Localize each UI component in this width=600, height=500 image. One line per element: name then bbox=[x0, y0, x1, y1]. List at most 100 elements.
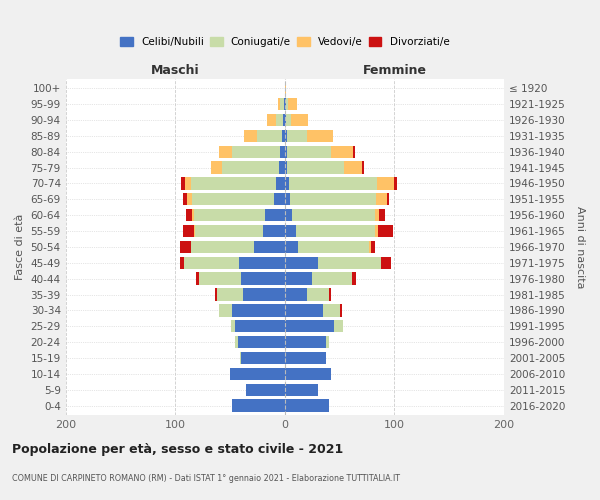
Bar bbox=[381, 256, 391, 269]
Bar bbox=[285, 114, 286, 126]
Bar bbox=[238, 336, 285, 348]
Text: Femmine: Femmine bbox=[362, 64, 427, 77]
Bar bbox=[243, 288, 285, 300]
Bar bbox=[284, 98, 285, 110]
Bar bbox=[374, 225, 378, 237]
Bar bbox=[257, 130, 281, 142]
Bar bbox=[340, 304, 342, 316]
Y-axis label: Fasce di età: Fasce di età bbox=[15, 214, 25, 280]
Bar bbox=[191, 177, 276, 190]
Bar bbox=[179, 240, 191, 253]
Bar bbox=[287, 130, 307, 142]
Bar bbox=[374, 209, 379, 222]
Bar bbox=[263, 225, 285, 237]
Text: Popolazione per età, sesso e stato civile - 2021: Popolazione per età, sesso e stato civil… bbox=[12, 442, 343, 456]
Bar bbox=[387, 193, 389, 205]
Bar bbox=[394, 177, 397, 190]
Bar bbox=[292, 209, 374, 222]
Bar bbox=[329, 288, 331, 300]
Bar bbox=[287, 146, 331, 158]
Bar bbox=[241, 272, 285, 285]
Bar bbox=[285, 384, 317, 396]
Bar bbox=[194, 209, 265, 222]
Bar bbox=[352, 272, 356, 285]
Bar bbox=[286, 114, 292, 126]
Bar bbox=[379, 209, 385, 222]
Bar bbox=[267, 114, 276, 126]
Bar bbox=[285, 193, 290, 205]
Bar bbox=[288, 98, 297, 110]
Bar bbox=[285, 256, 317, 269]
Bar bbox=[285, 98, 286, 110]
Bar bbox=[285, 304, 323, 316]
Bar bbox=[287, 162, 344, 174]
Bar bbox=[186, 209, 191, 222]
Bar bbox=[312, 272, 352, 285]
Bar bbox=[362, 162, 364, 174]
Bar bbox=[286, 98, 288, 110]
Bar bbox=[231, 320, 235, 332]
Bar bbox=[377, 177, 394, 190]
Bar bbox=[285, 177, 289, 190]
Bar bbox=[280, 146, 285, 158]
Bar bbox=[194, 225, 195, 237]
Bar bbox=[187, 193, 191, 205]
Bar bbox=[183, 225, 194, 237]
Legend: Celibi/Nubili, Coniugati/e, Vedovi/e, Divorziati/e: Celibi/Nubili, Coniugati/e, Vedovi/e, Di… bbox=[120, 37, 449, 47]
Bar bbox=[196, 272, 199, 285]
Bar bbox=[232, 400, 285, 412]
Bar bbox=[184, 256, 239, 269]
Bar bbox=[285, 336, 326, 348]
Bar bbox=[235, 320, 285, 332]
Bar bbox=[376, 193, 387, 205]
Bar bbox=[298, 240, 369, 253]
Bar bbox=[285, 400, 329, 412]
Bar bbox=[276, 114, 283, 126]
Bar bbox=[254, 240, 285, 253]
Bar bbox=[232, 146, 280, 158]
Bar bbox=[285, 240, 298, 253]
Bar bbox=[323, 304, 340, 316]
Bar bbox=[179, 256, 184, 269]
Bar bbox=[353, 146, 355, 158]
Bar bbox=[199, 272, 241, 285]
Bar bbox=[281, 130, 285, 142]
Bar bbox=[239, 256, 285, 269]
Bar bbox=[371, 240, 374, 253]
Bar bbox=[334, 320, 343, 332]
Bar bbox=[283, 114, 285, 126]
Bar bbox=[292, 114, 308, 126]
Bar bbox=[183, 193, 187, 205]
Bar bbox=[289, 177, 377, 190]
Bar bbox=[181, 177, 185, 190]
Bar bbox=[285, 130, 287, 142]
Bar bbox=[241, 352, 285, 364]
Bar bbox=[285, 288, 307, 300]
Bar bbox=[195, 225, 263, 237]
Bar bbox=[344, 162, 362, 174]
Text: Maschi: Maschi bbox=[151, 64, 200, 77]
Bar bbox=[191, 209, 194, 222]
Bar bbox=[296, 225, 374, 237]
Bar bbox=[290, 193, 376, 205]
Bar bbox=[285, 272, 312, 285]
Bar bbox=[191, 193, 274, 205]
Bar bbox=[265, 209, 285, 222]
Bar bbox=[285, 146, 287, 158]
Bar bbox=[285, 225, 296, 237]
Bar bbox=[185, 177, 191, 190]
Bar bbox=[378, 225, 393, 237]
Bar bbox=[230, 368, 285, 380]
Bar bbox=[219, 146, 232, 158]
Bar bbox=[215, 288, 217, 300]
Bar bbox=[211, 162, 223, 174]
Bar bbox=[331, 146, 353, 158]
Bar bbox=[274, 193, 285, 205]
Bar bbox=[307, 288, 329, 300]
Bar bbox=[240, 352, 241, 364]
Bar bbox=[285, 320, 334, 332]
Bar bbox=[285, 82, 286, 94]
Bar bbox=[232, 304, 285, 316]
Bar bbox=[244, 130, 257, 142]
Bar bbox=[276, 177, 285, 190]
